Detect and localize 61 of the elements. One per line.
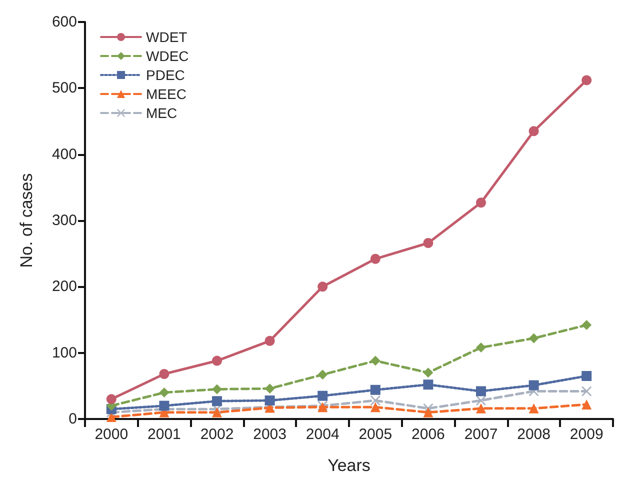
point (528, 380, 539, 390)
point (476, 198, 486, 208)
x-tick-label: 2002 (200, 426, 234, 443)
point (159, 388, 170, 398)
point (423, 238, 434, 248)
point (423, 368, 434, 378)
point (106, 394, 116, 404)
x-tick-label: 2004 (306, 426, 340, 443)
x-axis-title: Years (328, 456, 370, 475)
point (423, 380, 434, 390)
point (264, 336, 275, 346)
point (370, 384, 380, 395)
point (159, 400, 170, 411)
x-tick-label: 2006 (412, 426, 445, 443)
point (582, 386, 592, 396)
y-tick-label: 0 (68, 410, 77, 428)
x-tick-label: 2009 (570, 426, 604, 443)
point (212, 396, 222, 406)
y-tick-label: 300 (52, 212, 77, 229)
point (582, 320, 592, 330)
point (476, 395, 486, 406)
legend-label: WDEC (146, 48, 189, 64)
point (528, 333, 539, 344)
point (528, 403, 539, 414)
point (370, 254, 380, 264)
legend-label: MEEC (146, 86, 186, 102)
point (370, 402, 380, 412)
y-tick-label: 600 (52, 14, 77, 30)
point (318, 370, 328, 380)
point (212, 407, 222, 418)
point (582, 399, 592, 410)
point (476, 342, 486, 353)
point (528, 126, 539, 136)
point (159, 369, 170, 380)
y-axis-title: No. of cases (17, 173, 36, 268)
legend-label: MEC (146, 105, 178, 121)
y-tick-label: 500 (52, 80, 77, 97)
x-tick-label: 2001 (148, 426, 181, 443)
point (476, 403, 486, 414)
y-tick-label: 100 (52, 344, 77, 362)
x-tick-label: 2008 (517, 426, 550, 443)
point (318, 390, 328, 401)
point (212, 384, 222, 394)
point (476, 386, 486, 396)
point (264, 384, 275, 394)
y-tick-label: 400 (52, 146, 77, 163)
y-tick-label: 200 (52, 278, 77, 296)
x-tick-label: 2003 (253, 426, 286, 443)
x-tick-label: 2000 (94, 426, 128, 443)
point (212, 356, 222, 366)
point (582, 75, 592, 86)
point (318, 282, 328, 292)
x-tick-label: 2005 (358, 426, 392, 443)
legend-label: PDEC (146, 67, 185, 83)
point (423, 407, 434, 418)
x-tick-label: 2007 (464, 426, 498, 443)
point (370, 395, 380, 406)
point (264, 395, 275, 406)
point (370, 356, 380, 366)
legend-label: WDET (146, 29, 188, 45)
point (582, 370, 592, 381)
